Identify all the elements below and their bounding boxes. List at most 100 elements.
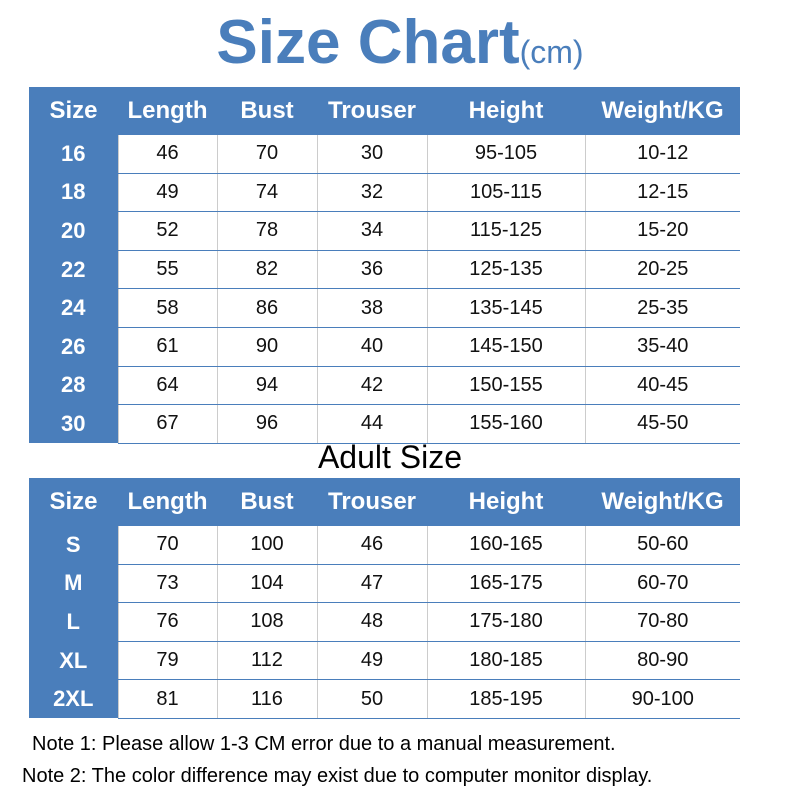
table-cell: 64 — [117, 366, 217, 406]
table-cell: 30 — [316, 135, 427, 174]
table-row: 18 49 74 32 105-115 12-15 — [29, 173, 740, 213]
table-cell: 82 — [216, 250, 317, 290]
table-cell: 115-125 — [426, 211, 585, 251]
column-header: Trouser — [317, 478, 427, 526]
column-header: Size — [29, 478, 118, 526]
table-cell: 42 — [316, 366, 427, 406]
column-header: Height — [427, 478, 585, 526]
table-cell: 45-50 — [584, 404, 740, 444]
column-header: Length — [118, 478, 217, 526]
table-cell: 96 — [216, 404, 317, 444]
table-cell: 61 — [117, 327, 217, 367]
header-row: Size Length Bust Trouser Height Weight/KG — [29, 478, 740, 526]
table-cell: 116 — [216, 679, 317, 719]
column-header: Weight/KG — [585, 478, 740, 526]
size-cell: 30 — [29, 404, 118, 444]
table-row: 20 52 78 34 115-125 15-20 — [29, 211, 740, 251]
table-cell: 32 — [316, 173, 427, 213]
size-cell: L — [29, 602, 118, 642]
column-header: Bust — [217, 478, 317, 526]
size-cell: 16 — [29, 135, 118, 174]
kids-size-table: Size Length Bust Trouser Height Weight/KG 16 46… — [29, 87, 740, 444]
table-cell: 78 — [216, 211, 317, 251]
table-cell: 40-45 — [584, 366, 740, 406]
table-cell: 34 — [316, 211, 427, 251]
table-cell: 165-175 — [426, 564, 585, 604]
table-row: 26 61 90 40 145-150 35-40 — [29, 327, 740, 367]
table-cell: 25-35 — [584, 288, 740, 328]
header-row: Size Length Bust Trouser Height Weight/KG — [29, 87, 740, 135]
column-header: Length — [118, 87, 217, 135]
table-cell: 90 — [216, 327, 317, 367]
size-cell: 24 — [29, 288, 118, 328]
column-header: Trouser — [317, 87, 427, 135]
table-cell: 86 — [216, 288, 317, 328]
size-cell: 28 — [29, 366, 118, 405]
table-cell: 90-100 — [584, 679, 740, 719]
table-row: 22 55 82 36 125-135 20-25 — [29, 250, 740, 290]
table-row: 30 67 96 44 155-160 45-50 — [29, 404, 740, 444]
table-cell: 40 — [316, 327, 427, 367]
table-cell: 15-20 — [584, 211, 740, 251]
table-cell: 180-185 — [426, 641, 585, 681]
table-cell: 79 — [117, 641, 217, 681]
table-cell: 55 — [117, 250, 217, 290]
table-cell: 35-40 — [584, 327, 740, 367]
table-cell: 67 — [117, 404, 217, 444]
table-row: 24 58 86 38 135-145 25-35 — [29, 288, 740, 328]
table-cell: 155-160 — [426, 404, 585, 444]
table-cell: 70-80 — [584, 602, 740, 642]
table-cell: 94 — [216, 366, 317, 406]
note-1: Note 1: Please allow 1-3 CM error due to… — [32, 733, 616, 755]
size-cell: XL — [29, 641, 118, 680]
table-cell: 12-15 — [584, 173, 740, 213]
table-cell: 49 — [117, 173, 217, 213]
table-row: S 70 100 46 160-165 50-60 — [29, 526, 740, 565]
table-cell: 160-165 — [426, 526, 585, 565]
size-cell: 22 — [29, 250, 118, 289]
table-row: 28 64 94 42 150-155 40-45 — [29, 366, 740, 406]
size-cell: 18 — [29, 173, 118, 212]
size-cell: 20 — [29, 211, 118, 251]
size-cell: 26 — [29, 327, 118, 367]
size-cell: 2XL — [29, 679, 118, 719]
table-cell: 95-105 — [426, 135, 585, 174]
table-cell: 100 — [216, 526, 317, 565]
table-row: 2XL 81 116 50 185-195 90-100 — [29, 679, 740, 719]
table-cell: 47 — [316, 564, 427, 604]
table-cell: 50 — [316, 679, 427, 719]
table-cell: 46 — [316, 526, 427, 565]
table-cell: 49 — [316, 641, 427, 681]
table-row: M 73 104 47 165-175 60-70 — [29, 564, 740, 604]
table-cell: 112 — [216, 641, 317, 681]
column-header: Bust — [217, 87, 317, 135]
table-cell: 105-115 — [426, 173, 585, 213]
unit-text: (cm) — [519, 34, 584, 70]
table-cell: 80-90 — [584, 641, 740, 681]
table-cell: 73 — [117, 564, 217, 604]
table-cell: 185-195 — [426, 679, 585, 719]
table-cell: 70 — [117, 526, 217, 565]
table-cell: 44 — [316, 404, 427, 444]
adult-size-heading: Adult Size — [317, 439, 463, 475]
table-cell: 135-145 — [426, 288, 585, 328]
table-cell: 48 — [316, 602, 427, 642]
table-cell: 36 — [316, 250, 427, 290]
table-cell: 74 — [216, 173, 317, 213]
table-cell: 50-60 — [584, 526, 740, 565]
size-cell: S — [29, 526, 118, 565]
table-cell: 108 — [216, 602, 317, 642]
table-cell: 150-155 — [426, 366, 585, 406]
table-cell: 60-70 — [584, 564, 740, 604]
column-header: Weight/KG — [585, 87, 740, 135]
table-cell: 70 — [216, 135, 317, 174]
table-cell: 10-12 — [584, 135, 740, 174]
table-row: XL 79 112 49 180-185 80-90 — [29, 641, 740, 681]
column-header: Height — [427, 87, 585, 135]
table-cell: 46 — [117, 135, 217, 174]
page-title: Size Chart(cm) — [0, 8, 800, 87]
table-cell: 104 — [216, 564, 317, 604]
table-cell: 175-180 — [426, 602, 585, 642]
table-row: 16 46 70 30 95-105 10-12 — [29, 135, 740, 174]
table-cell: 20-25 — [584, 250, 740, 290]
